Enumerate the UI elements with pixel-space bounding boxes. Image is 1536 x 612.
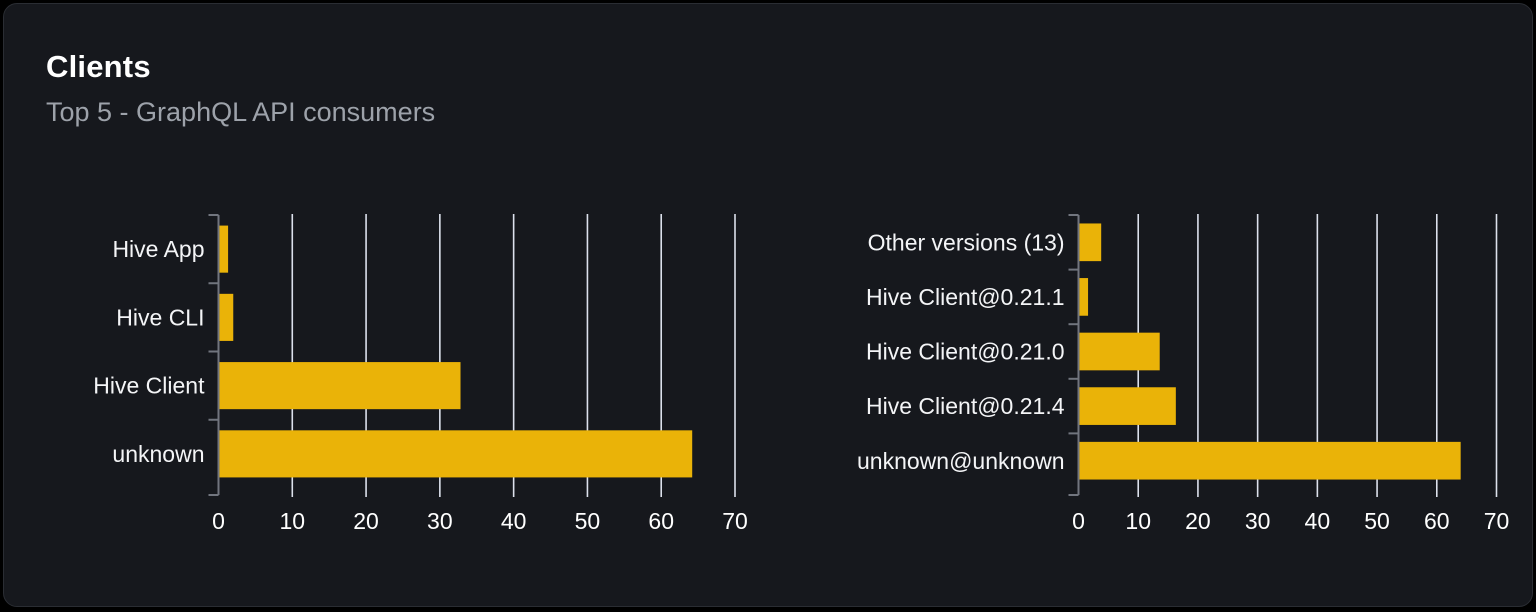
category-label: Hive App: [112, 236, 204, 262]
bar-Hive CLI[interactable]: [218, 293, 234, 341]
x-tick-label: 70: [1484, 508, 1510, 534]
clients-card: Clients Top 5 - GraphQL API consumers Hi…: [3, 3, 1533, 607]
bar-Hive Client@0.21.1[interactable]: [1078, 278, 1089, 316]
category-label: Hive Client@0.21.1: [866, 284, 1065, 310]
x-tick-label: 70: [722, 508, 748, 534]
x-tick-label: 0: [212, 508, 225, 534]
category-label: Hive Client: [93, 373, 205, 399]
clients-by-name-chart: Hive App Hive CLI Hive Client unknown 0 10 20 3…: [93, 214, 748, 534]
x-tick-label: 60: [648, 508, 674, 534]
bar-Other versions (13)[interactable]: [1078, 223, 1102, 262]
bar-unknown[interactable]: [218, 430, 693, 478]
x-tick-label: 0: [1072, 508, 1085, 534]
clients-by-version-chart: Other versions (13) Hive Client@0.21.1 Hiv…: [857, 214, 1510, 534]
x-tick-label: 10: [1125, 508, 1151, 534]
category-label: unknown: [112, 441, 204, 467]
bar-Hive Client[interactable]: [218, 362, 461, 410]
category-label: Hive Client@0.21.0: [866, 339, 1065, 365]
x-tick-label: 40: [501, 508, 527, 534]
bar-Hive Client@0.21.4[interactable]: [1078, 387, 1176, 425]
bar-Hive App[interactable]: [218, 225, 229, 273]
x-tick-label: 30: [427, 508, 453, 534]
x-tick-label: 40: [1305, 508, 1331, 534]
category-label: Hive CLI: [116, 304, 204, 330]
category-label: unknown@unknown: [857, 448, 1064, 474]
x-tick-label: 30: [1245, 508, 1271, 534]
card-title: Clients: [46, 49, 151, 84]
category-label: Other versions (13): [868, 229, 1065, 255]
x-tick-label: 50: [575, 508, 601, 534]
x-tick-label: 20: [353, 508, 379, 534]
x-tick-label: 60: [1424, 508, 1450, 534]
x-tick-label: 10: [279, 508, 305, 534]
card-subtitle: Top 5 - GraphQL API consumers: [46, 97, 436, 127]
bar-Hive Client@0.21.0[interactable]: [1078, 332, 1160, 371]
x-tick-label: 50: [1364, 508, 1390, 534]
bar-unknown@unknown[interactable]: [1078, 441, 1461, 480]
x-tick-label: 20: [1185, 508, 1211, 534]
category-label: Hive Client@0.21.4: [866, 393, 1065, 419]
